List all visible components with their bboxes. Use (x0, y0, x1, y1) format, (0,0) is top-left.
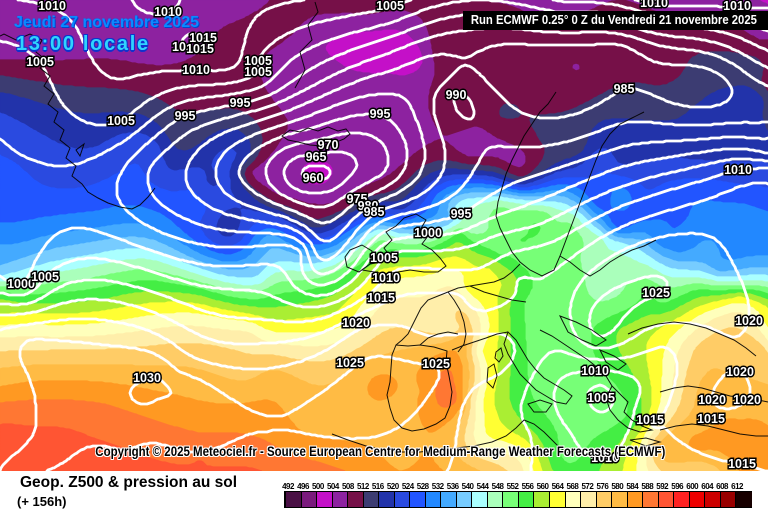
svg-text:965: 965 (306, 150, 327, 164)
svg-text:1010: 1010 (723, 0, 751, 13)
svg-text:995: 995 (230, 96, 251, 110)
svg-text:995: 995 (451, 207, 472, 221)
svg-text:1000: 1000 (7, 277, 35, 291)
svg-text:1000: 1000 (414, 226, 442, 240)
svg-text:980: 980 (358, 199, 379, 213)
svg-text:1015: 1015 (728, 457, 756, 471)
svg-text:975: 975 (347, 192, 368, 206)
svg-text:1015: 1015 (367, 291, 395, 305)
svg-text:1015: 1015 (636, 413, 664, 427)
svg-text:1025: 1025 (336, 356, 364, 370)
svg-text:1020: 1020 (342, 316, 370, 330)
svg-text:1015: 1015 (189, 31, 217, 45)
svg-text:1010: 1010 (182, 63, 210, 77)
svg-text:1020: 1020 (733, 393, 761, 407)
svg-text:1005: 1005 (244, 65, 272, 79)
svg-text:1010: 1010 (591, 451, 619, 465)
svg-text:1020: 1020 (735, 314, 763, 328)
svg-text:1005: 1005 (244, 54, 272, 68)
svg-text:1005: 1005 (31, 270, 59, 284)
svg-text:1010: 1010 (372, 271, 400, 285)
svg-text:1005: 1005 (376, 0, 404, 13)
svg-text:1015: 1015 (186, 42, 214, 56)
svg-text:1010: 1010 (724, 163, 752, 177)
svg-text:1005: 1005 (26, 55, 54, 69)
svg-text:1005: 1005 (370, 251, 398, 265)
svg-text:1010: 1010 (581, 364, 609, 378)
svg-text:970: 970 (318, 138, 339, 152)
svg-text:1025: 1025 (642, 286, 670, 300)
svg-text:1015: 1015 (697, 412, 725, 426)
svg-text:1010: 1010 (154, 5, 182, 19)
svg-text:960: 960 (303, 171, 324, 185)
svg-text:1025: 1025 (422, 357, 450, 371)
svg-text:1010: 1010 (640, 0, 668, 10)
svg-text:1005: 1005 (587, 391, 615, 405)
svg-text:985: 985 (614, 82, 635, 96)
svg-text:10: 10 (172, 40, 186, 54)
svg-text:1010: 1010 (38, 0, 66, 13)
svg-text:995: 995 (175, 109, 196, 123)
svg-text:1020: 1020 (726, 365, 754, 379)
svg-text:1030: 1030 (133, 371, 161, 385)
svg-text:995: 995 (370, 107, 391, 121)
svg-text:1020: 1020 (698, 393, 726, 407)
svg-text:985: 985 (364, 205, 385, 219)
svg-text:1005: 1005 (107, 114, 135, 128)
svg-text:990: 990 (446, 88, 467, 102)
